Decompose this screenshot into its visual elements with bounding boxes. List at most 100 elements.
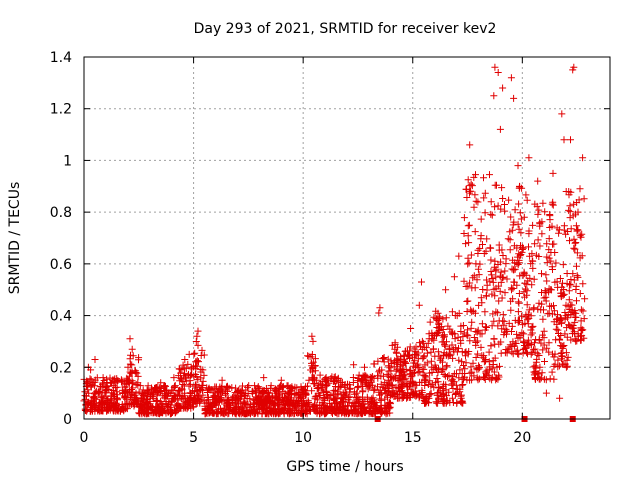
data-point bbox=[347, 406, 355, 414]
data-point bbox=[320, 393, 328, 401]
data-point bbox=[308, 351, 316, 358]
data-point bbox=[462, 352, 469, 360]
data-point bbox=[176, 377, 184, 385]
data-point bbox=[179, 361, 187, 369]
data-point bbox=[446, 325, 454, 333]
data-point bbox=[529, 322, 537, 330]
data-point bbox=[406, 353, 414, 361]
data-point bbox=[535, 253, 543, 260]
data-point bbox=[532, 367, 540, 375]
data-point bbox=[130, 399, 138, 407]
data-point bbox=[460, 214, 468, 222]
data-point bbox=[509, 256, 517, 264]
data-point bbox=[321, 375, 329, 383]
data-point bbox=[283, 397, 291, 405]
data-point bbox=[567, 336, 575, 344]
data-point bbox=[469, 359, 477, 367]
data-point bbox=[563, 362, 571, 370]
data-point bbox=[539, 331, 546, 339]
data-point bbox=[165, 390, 173, 397]
data-point bbox=[451, 330, 459, 338]
data-point bbox=[501, 267, 509, 275]
data-point bbox=[388, 381, 396, 389]
data-point bbox=[534, 177, 542, 185]
data-point bbox=[200, 371, 208, 379]
x-tick-label: 5 bbox=[189, 430, 198, 446]
data-point bbox=[400, 351, 408, 359]
data-point bbox=[556, 275, 564, 282]
x-tick-label: 10 bbox=[294, 430, 312, 446]
data-point bbox=[391, 345, 399, 353]
data-point bbox=[468, 308, 476, 316]
data-point bbox=[256, 396, 264, 403]
data-point bbox=[490, 92, 498, 100]
data-point bbox=[504, 235, 512, 243]
data-point bbox=[570, 63, 578, 71]
data-point bbox=[487, 198, 495, 206]
data-point bbox=[418, 337, 426, 345]
data-point bbox=[338, 394, 346, 402]
data-point bbox=[439, 382, 447, 390]
data-point bbox=[379, 355, 386, 362]
data-point bbox=[460, 277, 468, 285]
data-point bbox=[126, 355, 134, 363]
data-point bbox=[205, 404, 213, 412]
data-point bbox=[546, 216, 554, 224]
data-point bbox=[515, 290, 523, 297]
data-point bbox=[132, 389, 140, 397]
x-axis-label: GPS time / hours bbox=[286, 459, 403, 475]
data-point bbox=[498, 294, 506, 302]
data-points bbox=[80, 63, 589, 418]
data-point bbox=[392, 348, 400, 356]
data-point bbox=[377, 380, 385, 388]
data-point bbox=[535, 206, 543, 214]
data-point bbox=[577, 233, 585, 241]
data-point bbox=[519, 321, 527, 329]
data-point bbox=[185, 382, 193, 390]
data-point bbox=[271, 406, 279, 414]
data-point bbox=[492, 273, 500, 281]
data-point bbox=[380, 354, 388, 361]
data-point bbox=[145, 403, 153, 411]
data-point bbox=[190, 397, 198, 405]
data-point bbox=[106, 406, 114, 414]
data-point bbox=[307, 407, 314, 415]
data-point bbox=[570, 244, 578, 252]
data-point bbox=[566, 280, 573, 288]
data-point bbox=[136, 382, 144, 390]
data-point bbox=[548, 368, 556, 376]
data-point bbox=[409, 390, 417, 398]
data-point bbox=[90, 392, 98, 400]
data-point bbox=[330, 387, 338, 395]
data-point bbox=[505, 319, 513, 327]
data-point bbox=[500, 317, 508, 325]
data-point bbox=[221, 390, 229, 397]
data-point bbox=[550, 375, 558, 383]
y-tick-label: 1.2 bbox=[50, 102, 72, 118]
data-point bbox=[361, 363, 368, 371]
data-point bbox=[265, 398, 273, 406]
data-point bbox=[547, 257, 555, 265]
data-point bbox=[431, 361, 439, 369]
data-point bbox=[435, 328, 442, 336]
data-point bbox=[428, 369, 436, 376]
data-point bbox=[162, 400, 170, 408]
y-tick-label: 0.2 bbox=[50, 360, 72, 376]
data-point bbox=[487, 342, 495, 350]
data-point bbox=[402, 347, 410, 355]
data-point bbox=[559, 360, 566, 368]
data-point bbox=[434, 309, 442, 317]
data-point bbox=[361, 404, 368, 412]
data-point bbox=[545, 254, 553, 262]
data-point bbox=[242, 401, 250, 409]
x-tick-label: 15 bbox=[404, 430, 422, 446]
data-point bbox=[192, 380, 200, 388]
data-point bbox=[298, 406, 306, 414]
data-point bbox=[446, 344, 454, 352]
data-point bbox=[567, 301, 575, 309]
data-point bbox=[258, 410, 266, 418]
data-point bbox=[174, 405, 182, 413]
data-point bbox=[561, 309, 569, 316]
data-point bbox=[197, 386, 205, 393]
data-point bbox=[574, 273, 582, 281]
